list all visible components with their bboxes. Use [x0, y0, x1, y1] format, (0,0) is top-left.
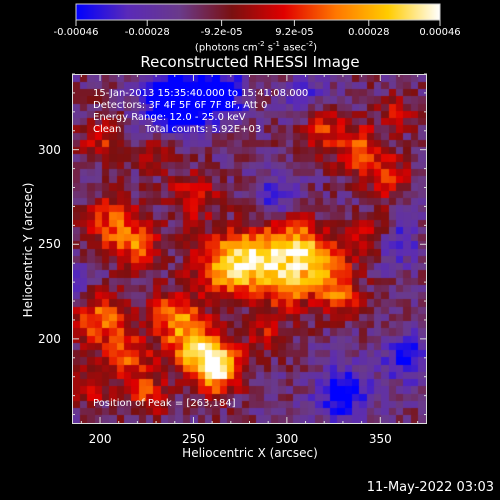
annotation-peak: Position of Peak = [263,184]: [93, 398, 236, 409]
timestamp: 11-May-2022 03:03: [366, 480, 494, 495]
x-axis-label: Heliocentric X (arcsec): [182, 446, 318, 460]
y-axis-label: Heliocentric Y (arcsec): [21, 182, 35, 318]
chart-title: Reconstructed RHESSI Image: [140, 53, 360, 71]
annotation-detectors: Detectors: 3F 4F 5F 6F 7F 8F, Att 0: [93, 100, 268, 111]
heatmap-image: [73, 75, 426, 423]
colorbar-units: (photons cm-2 s-1 asec-2): [194, 40, 318, 54]
annotation-method: Clean: [93, 124, 122, 135]
x-tick-label: 200: [88, 432, 112, 446]
x-tick-label: 300: [275, 432, 299, 446]
colorbar: [75, 3, 441, 26]
annotation-counts: Total counts: 5.92E+03: [145, 124, 262, 135]
colorbar-tick-label: 0.00028: [348, 27, 390, 38]
y-tick-label: 250: [38, 237, 61, 252]
colorbar-tick-label: 9.2e-05: [275, 27, 314, 38]
y-tick-label: 200: [38, 331, 61, 346]
colorbar-tick-label: -0.00046: [53, 27, 99, 38]
colorbar-tick-label: 0.00046: [419, 27, 461, 38]
colorbar-tick-label: -0.00028: [124, 27, 170, 38]
annotation-time-range: 15-Jan-2013 15:35:40.000 to 15:41:08.000: [93, 88, 309, 99]
y-tick-label: 300: [38, 142, 61, 157]
x-tick-label: 250: [181, 432, 205, 446]
x-tick-label: 350: [368, 432, 392, 446]
plot-area: 15-Jan-2013 15:35:40.000 to 15:41:08.000…: [72, 74, 427, 424]
annotation-energy: Energy Range: 12.0 - 25.0 keV: [93, 112, 246, 123]
colorbar-tick-label: -9.2e-05: [200, 27, 243, 38]
